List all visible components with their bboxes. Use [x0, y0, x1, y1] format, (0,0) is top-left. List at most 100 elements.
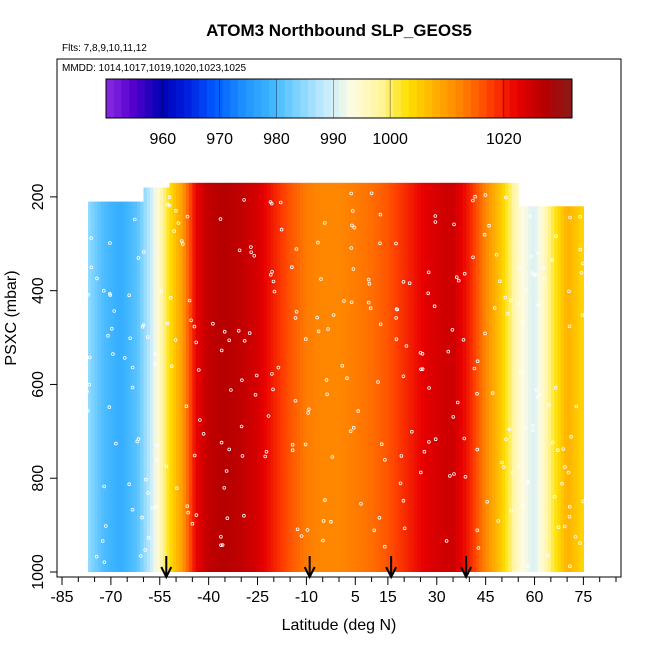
flight-point: [568, 564, 572, 568]
flight-point: [473, 194, 478, 199]
heat-cell: [488, 182, 493, 572]
heat-cell: [149, 187, 154, 572]
flight-point: [401, 279, 406, 284]
flight-point: [166, 202, 170, 207]
heat-cell: [146, 187, 151, 572]
flight-point: [290, 442, 295, 447]
y-tick-label: 600: [30, 371, 47, 398]
flight-point: [219, 440, 224, 445]
flight-point: [146, 535, 151, 540]
heat-cell: [495, 182, 500, 572]
flight-point: [276, 365, 281, 370]
heat-cell: [485, 182, 490, 572]
flight-point: [104, 524, 108, 528]
flight-point: [566, 470, 571, 475]
colorbar-tick-label: 1020: [486, 131, 522, 148]
heat-cell: [107, 201, 112, 572]
flight-point: [427, 440, 431, 444]
flight-point: [316, 329, 321, 334]
flight-point: [401, 374, 406, 379]
colorbar-swatch: [556, 79, 565, 118]
x-tick-label: -55: [148, 589, 171, 606]
colorbar-swatch: [144, 79, 154, 118]
heat-cell: [537, 206, 542, 572]
flight-point: [536, 303, 541, 307]
flight-point: [324, 378, 329, 382]
flight-point: [263, 454, 268, 459]
heat-cell: [270, 182, 275, 572]
flight-point: [530, 271, 535, 276]
flight-point: [448, 474, 452, 478]
flight-point: [185, 504, 190, 509]
flight-point: [483, 331, 487, 336]
flight-point: [490, 391, 495, 395]
heat-cell: [423, 182, 428, 572]
flight-point: [299, 534, 304, 538]
flight-point: [526, 480, 530, 484]
heat-cell: [264, 182, 268, 572]
flight-point: [194, 513, 199, 517]
heat-cell: [120, 201, 125, 572]
heat-cell: [456, 182, 461, 572]
colorbar-swatch: [424, 79, 433, 118]
flight-point: [536, 251, 540, 255]
colorbar-swatch: [385, 79, 394, 118]
flight-point: [82, 487, 86, 492]
colorbar-swatch: [502, 79, 511, 118]
heat-cell: [440, 182, 444, 572]
flight-point: [578, 214, 582, 219]
flight-point: [249, 250, 254, 255]
flight-point: [253, 392, 258, 397]
flight-point: [450, 327, 455, 332]
flight-point: [574, 404, 579, 409]
flight-point: [529, 254, 533, 259]
heat-cell: [185, 182, 190, 572]
flight-point: [497, 279, 502, 284]
flight-point: [418, 350, 423, 355]
heat-cell: [244, 182, 249, 572]
flight-point: [578, 541, 582, 545]
flight-point: [242, 513, 246, 518]
flight-point: [419, 367, 423, 372]
flight-point: [348, 429, 353, 434]
flight-point: [562, 524, 567, 529]
colorbar-swatch: [245, 79, 255, 118]
heat-cell: [88, 201, 92, 572]
flight-point: [303, 337, 308, 341]
colorbar-swatch: [238, 79, 247, 118]
x-tick-label: -25: [246, 589, 269, 606]
flight-point: [225, 516, 230, 520]
heat-cell: [234, 182, 239, 572]
flight-point: [169, 295, 173, 300]
flight-point: [369, 191, 374, 196]
heat-cell: [557, 206, 562, 572]
heat-cell: [514, 182, 519, 572]
heat-cell: [534, 206, 539, 572]
flight-point: [295, 527, 300, 532]
flight-point: [454, 275, 459, 280]
heat-cell: [407, 182, 412, 572]
heat-cell: [466, 182, 470, 572]
colorbar-swatch: [300, 79, 309, 118]
flight-point: [189, 318, 193, 323]
heat-cell: [459, 182, 464, 572]
flight-point: [89, 265, 94, 270]
flight-point: [190, 521, 195, 526]
flight-point: [242, 338, 247, 343]
heat-cell: [368, 182, 373, 572]
flight-point: [475, 528, 480, 533]
flight-point: [224, 469, 229, 473]
flight-point: [433, 437, 438, 442]
heat-cell: [567, 206, 571, 572]
flight-point: [451, 415, 456, 419]
heat-cell: [299, 182, 304, 572]
heat-cell: [371, 182, 376, 572]
flight-point: [146, 491, 150, 495]
flight-point: [219, 534, 223, 539]
heat-cell: [508, 182, 513, 572]
flight-point: [463, 474, 468, 479]
flight-point: [475, 359, 480, 364]
heat-cell: [547, 206, 552, 572]
colorbar-swatch: [533, 79, 542, 118]
colorbar-swatch: [517, 79, 526, 118]
